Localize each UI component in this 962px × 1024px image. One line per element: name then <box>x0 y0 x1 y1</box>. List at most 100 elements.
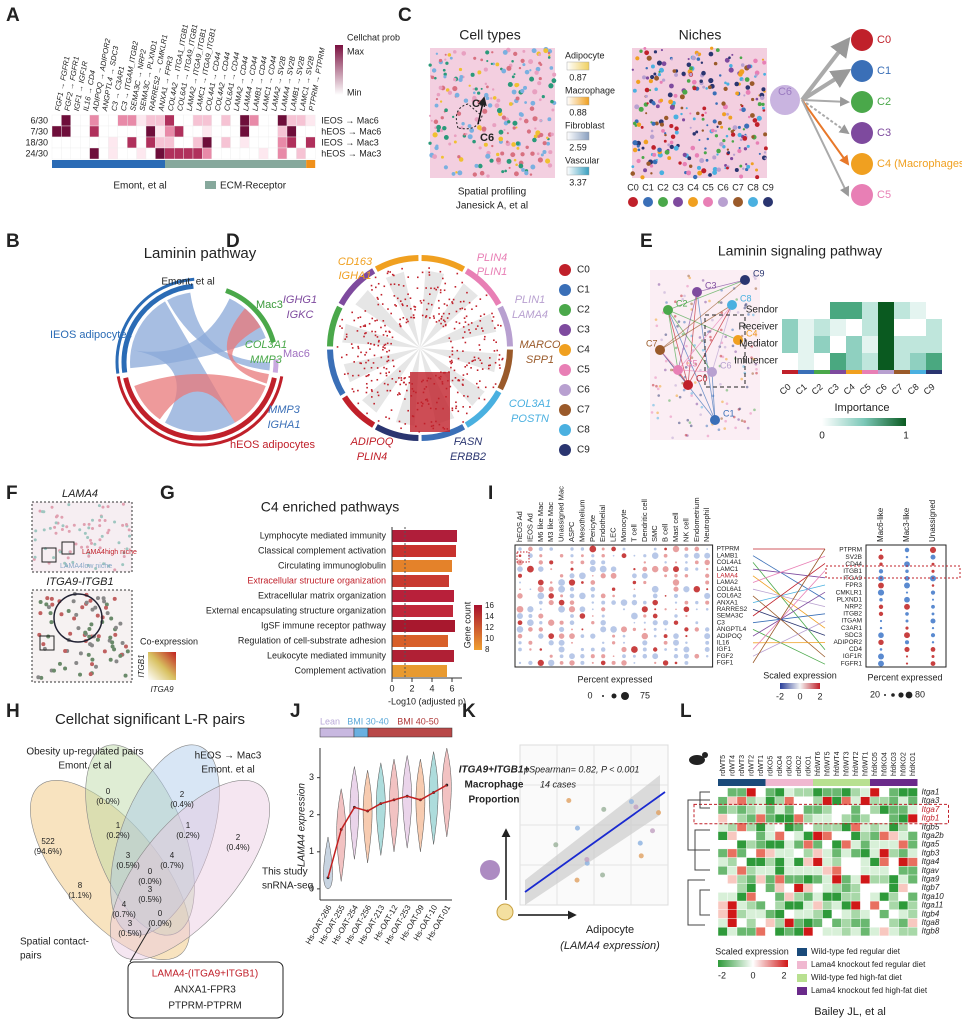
link <box>752 570 826 650</box>
spot <box>472 88 475 91</box>
heat-cell <box>869 787 880 797</box>
legend-swatch <box>559 384 571 396</box>
heat-cell <box>860 866 871 876</box>
spot <box>727 127 731 131</box>
heat-cell <box>878 319 894 336</box>
heat-cell <box>145 147 156 160</box>
sample-label: hfdWT3 <box>843 751 850 776</box>
gene-label: ITGA9 <box>843 575 862 582</box>
sample-label: rdWT5 <box>720 755 727 776</box>
heat-cell <box>850 900 861 910</box>
heat-cell <box>926 353 942 370</box>
spot <box>485 153 491 159</box>
spot <box>63 561 67 565</box>
spot <box>87 526 91 530</box>
expression-dot <box>905 655 909 658</box>
colorbar <box>718 960 788 967</box>
count-label: 7/30 <box>30 126 48 136</box>
heat-cell <box>812 918 823 928</box>
heat-cell <box>782 302 798 319</box>
spot <box>91 518 95 522</box>
heat-cell <box>784 883 795 893</box>
spot <box>49 620 54 625</box>
spot <box>701 129 704 132</box>
heat-cell <box>850 927 861 937</box>
count-label: 6/30 <box>30 115 48 125</box>
heat-cell <box>717 918 728 928</box>
cell-point <box>364 324 366 326</box>
link <box>752 568 826 579</box>
heat-cell <box>145 125 156 138</box>
heat-cell <box>117 114 128 127</box>
spot <box>739 108 742 111</box>
expression-dot <box>538 600 543 605</box>
expression-dot <box>704 647 710 652</box>
expression-dot <box>904 582 910 589</box>
spot <box>754 277 757 280</box>
cell-type-label: Mast cell <box>671 512 680 542</box>
heat-cell <box>258 114 269 127</box>
cell-point <box>479 298 482 300</box>
spot <box>54 515 58 519</box>
spot <box>444 53 447 56</box>
heat-cell <box>860 840 871 850</box>
heat-cell <box>793 874 804 884</box>
gene-label: SPP1 <box>526 354 554 366</box>
heat-cell <box>831 883 842 893</box>
expression-dot <box>519 588 521 591</box>
heat-cell <box>736 805 747 815</box>
niche-swatch <box>688 197 698 207</box>
heat-cell <box>907 848 918 858</box>
spot <box>491 51 494 54</box>
spot <box>502 50 508 55</box>
cell-point <box>400 427 402 430</box>
cell-point <box>396 297 399 300</box>
heat-cell <box>879 927 890 937</box>
cell-point <box>501 358 503 361</box>
caption: Spatial profiling <box>458 187 526 198</box>
heat-cell <box>894 353 910 370</box>
heat-cell <box>727 840 738 850</box>
spot <box>690 394 693 397</box>
cell-type-label: Unassigned <box>928 500 937 542</box>
heat-cell <box>898 927 909 937</box>
heat-cell <box>268 147 278 160</box>
spot <box>636 79 641 84</box>
heat-cell <box>765 866 776 876</box>
heat-cell <box>239 114 250 127</box>
spot <box>737 125 741 129</box>
spot <box>548 150 553 155</box>
expression-dot <box>539 621 543 625</box>
expression-dot <box>674 647 678 652</box>
node <box>740 275 750 285</box>
cell-point <box>351 311 353 314</box>
expression-dot <box>931 641 935 644</box>
panel-label: L <box>680 701 692 722</box>
cell-point <box>373 354 376 357</box>
spot <box>432 154 438 160</box>
heat-cell <box>862 319 878 336</box>
heat-cell <box>926 319 942 336</box>
spot <box>679 94 685 100</box>
set-label: Spatial contact- <box>20 937 89 948</box>
column-label: C2 <box>810 382 825 397</box>
heat-cell <box>98 147 109 160</box>
spot <box>643 168 648 173</box>
arrow <box>477 96 487 125</box>
heat-cell <box>841 892 852 902</box>
spot <box>461 122 465 126</box>
cluster-strip <box>798 370 814 374</box>
expression-dot <box>548 640 554 646</box>
spot <box>689 424 693 428</box>
heat-cell <box>296 125 306 138</box>
cell-point <box>414 308 416 311</box>
spot <box>650 129 654 133</box>
cell-point <box>475 382 478 385</box>
spot <box>719 354 723 358</box>
spot <box>762 60 767 65</box>
legend-title: Gene count <box>462 601 472 648</box>
spot <box>93 605 98 610</box>
heat-cell <box>878 353 894 370</box>
spot <box>490 97 493 100</box>
spot <box>54 521 58 525</box>
